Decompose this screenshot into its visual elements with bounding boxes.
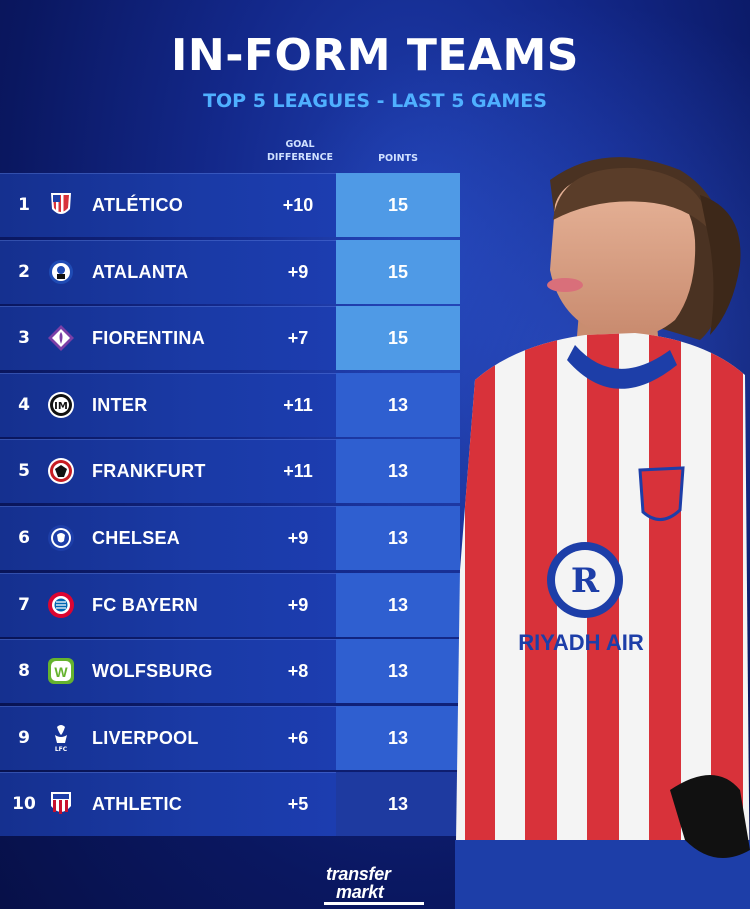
table-row: 9 LFC LIVERPOOL +6 13: [0, 706, 460, 770]
points-cell: 13: [336, 772, 460, 836]
rank-number: 5: [18, 461, 30, 481]
points-cell: 15: [336, 306, 460, 370]
points-value: 13: [387, 595, 409, 615]
goal-difference-value: +6: [287, 728, 309, 748]
points-value: 15: [387, 262, 409, 282]
rank-number: 8: [18, 661, 30, 681]
table-row: 8 W WOLFSBURG +8 13: [0, 639, 460, 703]
table-row: 7 FC BAYERN +9 13: [0, 573, 460, 637]
points-cell: 13: [336, 639, 460, 703]
rank-number: 3: [18, 328, 30, 348]
goal-difference-value: +11: [283, 461, 313, 481]
goal-difference-header-line1: GOAL: [285, 139, 315, 150]
liverpool-crest-icon: LFC: [46, 723, 76, 753]
goal-difference-value: +5: [287, 794, 309, 814]
points-cell: 13: [336, 506, 460, 570]
table-row: 5 FRANKFURT +11 13: [0, 439, 460, 503]
jersey-sponsor-text: RIYADH AIR: [518, 630, 644, 655]
points-cell: 13: [336, 373, 460, 437]
wolfsburg-crest-icon: W: [46, 656, 76, 686]
transfermarkt-logo: transfer markt: [322, 864, 428, 908]
svg-text:W: W: [54, 664, 68, 680]
goal-difference-header: GOAL DIFFERENCE: [250, 138, 350, 164]
points-value: 13: [387, 395, 409, 415]
points-cell: 15: [336, 173, 460, 237]
page-title: IN-FORM TEAMS: [171, 30, 579, 81]
team-name: LIVERPOOL: [92, 728, 199, 748]
rank-number: 2: [18, 262, 30, 282]
inter-crest-icon: IM: [46, 390, 76, 420]
points-value: 13: [387, 528, 409, 548]
points-value: 13: [387, 661, 409, 681]
rank-number: 9: [18, 728, 30, 748]
table-row: 6 CHELSEA +9 13: [0, 506, 460, 570]
svg-text:R: R: [571, 561, 600, 601]
atalanta-crest-icon: [46, 257, 76, 287]
logo-text-line2: markt: [336, 882, 384, 902]
team-name: ATHLETIC: [92, 794, 183, 814]
goal-difference-value: +9: [287, 528, 309, 548]
logo-text-line1: transfer: [326, 864, 391, 884]
player-illustration: R RIYADH AIR: [455, 157, 750, 909]
points-value: 13: [387, 794, 409, 814]
table-row: 4 IM INTER +11 13: [0, 373, 460, 437]
goal-difference-value: +11: [283, 395, 313, 415]
rank-number: 6: [18, 528, 30, 548]
points-header: POINTS: [378, 153, 418, 164]
points-value: 15: [387, 328, 409, 348]
points-cell: 15: [336, 240, 460, 304]
team-name: ATALANTA: [92, 262, 189, 282]
goal-difference-value: +8: [287, 661, 309, 681]
goal-difference-value: +9: [287, 595, 309, 615]
team-name: FC BAYERN: [92, 595, 199, 615]
table-row: 2 ATALANTA +9 15: [0, 240, 460, 304]
points-value: 13: [387, 728, 409, 748]
points-value: 15: [387, 195, 409, 215]
team-name: FRANKFURT: [92, 461, 206, 481]
goal-difference-value: +7: [287, 328, 309, 348]
goal-difference-header-line2: DIFFERENCE: [266, 152, 334, 163]
page-subtitle: TOP 5 LEAGUES - LAST 5 GAMES: [203, 90, 547, 112]
rank-number: 7: [18, 595, 30, 615]
rank-number: 4: [18, 395, 30, 415]
chelsea-crest-icon: [46, 523, 76, 553]
team-name: ATLÉTICO: [92, 195, 184, 215]
frankfurt-crest-icon: [46, 456, 76, 486]
svg-text:IM: IM: [54, 401, 68, 412]
points-cell: 13: [336, 439, 460, 503]
athletic-crest-icon: [46, 789, 76, 819]
fiorentina-crest-icon: [46, 323, 76, 353]
svg-text:LFC: LFC: [55, 746, 68, 753]
points-cell: 13: [336, 573, 460, 637]
table-row: 1 ATLÉTICO +10 15: [0, 173, 460, 237]
table-row: 10 ATHLETIC +5 13: [0, 772, 460, 836]
goal-difference-value: +9: [287, 262, 309, 282]
goal-difference-value: +10: [282, 195, 314, 215]
team-name: CHELSEA: [92, 528, 181, 548]
atletico-crest-icon: [46, 190, 76, 220]
points-cell: 13: [336, 706, 460, 770]
table-row: 3 FIORENTINA +7 15: [0, 306, 460, 370]
team-name: WOLFSBURG: [92, 661, 213, 681]
team-name: FIORENTINA: [92, 328, 205, 348]
bayern-crest-icon: [46, 590, 76, 620]
rank-number: 1: [18, 195, 30, 215]
rank-number: 10: [12, 794, 36, 814]
team-name: INTER: [92, 395, 148, 415]
points-value: 13: [387, 461, 409, 481]
logo-underline: [324, 902, 424, 905]
